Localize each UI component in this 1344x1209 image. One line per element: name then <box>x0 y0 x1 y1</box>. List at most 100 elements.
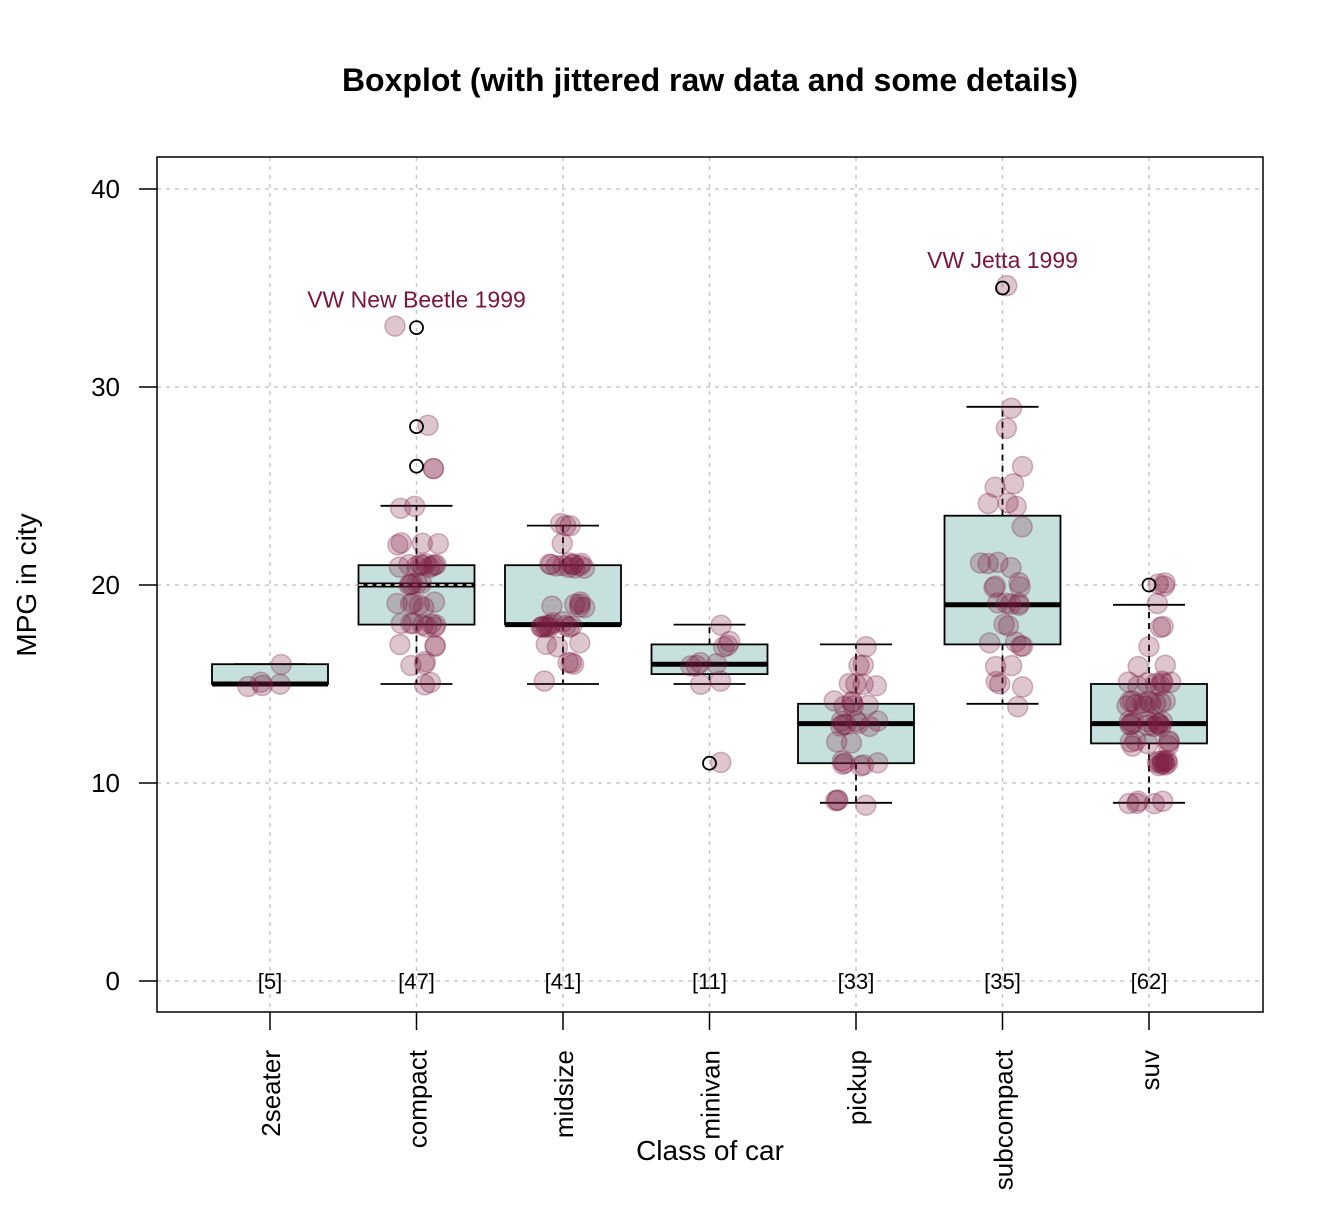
annotations: VW New Beetle 1999 VW Jetta 1999 <box>307 247 1078 313</box>
box <box>1090 683 1208 745</box>
data-point <box>1153 575 1175 597</box>
data-point <box>823 690 845 712</box>
data-point <box>402 612 425 635</box>
data-point <box>408 594 430 616</box>
data-point <box>989 673 1011 695</box>
data-point <box>533 670 556 692</box>
count-labels: [5] [47] [41] [11] [33] [35] [62] <box>258 969 1168 994</box>
data-point <box>984 575 1007 597</box>
data-point <box>1156 749 1178 772</box>
data-point <box>712 636 735 658</box>
count-label: [33] <box>838 969 875 994</box>
data-point <box>560 651 583 674</box>
data-point <box>402 592 424 614</box>
data-point <box>1148 754 1170 777</box>
data-point <box>849 755 872 777</box>
data-point <box>689 673 712 696</box>
data-point <box>689 651 712 674</box>
y-tick-label: 20 <box>91 570 120 600</box>
data-point <box>1011 635 1034 657</box>
data-point <box>1127 655 1149 678</box>
outlier-point <box>1141 577 1157 593</box>
data-point <box>1118 710 1141 732</box>
data-point <box>237 675 259 698</box>
data-point <box>539 614 561 636</box>
data-point <box>536 614 558 637</box>
data-point <box>1149 674 1171 697</box>
data-point <box>1008 592 1030 615</box>
outliers <box>409 280 1157 771</box>
data-point <box>417 414 439 437</box>
count-label: [62] <box>1131 969 1168 994</box>
data-point <box>1126 792 1148 815</box>
data-point <box>1151 753 1173 775</box>
data-point <box>1005 495 1027 518</box>
outlier-point <box>702 755 717 771</box>
data-point <box>538 553 561 575</box>
data-point <box>838 672 861 695</box>
data-point <box>1152 672 1174 694</box>
data-point <box>1144 692 1167 715</box>
data-point <box>826 789 849 811</box>
data-point <box>562 653 585 675</box>
data-point <box>1127 675 1149 697</box>
data-point <box>540 553 563 576</box>
data-point <box>1159 671 1182 693</box>
x-tick-label-minivan: minivan <box>696 1050 726 1140</box>
data-point <box>858 715 881 738</box>
data-point <box>1152 751 1174 774</box>
data-point <box>997 492 1019 514</box>
data-point <box>418 556 441 579</box>
data-point <box>423 554 446 576</box>
data-point <box>1125 693 1147 716</box>
data-point <box>1122 711 1144 734</box>
data-point <box>1124 729 1147 752</box>
data-point <box>969 552 992 574</box>
data-point <box>415 616 438 638</box>
data-point <box>866 751 889 774</box>
data-point <box>705 653 728 675</box>
data-point <box>1006 695 1029 718</box>
data-point <box>569 632 591 654</box>
data-point <box>269 673 291 695</box>
box <box>650 643 769 676</box>
data-point <box>424 634 446 657</box>
y-axis-label: MPG in city <box>11 513 42 656</box>
data-point <box>1008 594 1030 616</box>
data-point <box>389 633 411 656</box>
data-point <box>987 551 1009 574</box>
data-point <box>866 710 889 732</box>
data-point <box>1009 576 1031 598</box>
data-point <box>1136 672 1158 694</box>
data-point <box>421 555 444 577</box>
data-point <box>1151 710 1174 733</box>
data-point <box>1158 731 1180 753</box>
data-point <box>835 713 857 736</box>
data-point <box>414 650 436 673</box>
data-point <box>424 614 447 636</box>
data-point <box>710 751 732 774</box>
data-point <box>1119 714 1141 736</box>
data-point <box>531 616 553 638</box>
data-point <box>557 651 579 674</box>
data-point <box>1000 654 1023 677</box>
data-point <box>400 612 422 635</box>
data-point <box>855 794 877 816</box>
data-point <box>1136 714 1159 737</box>
data-point <box>569 591 592 613</box>
data-point <box>559 514 581 537</box>
data-point <box>1151 750 1174 772</box>
data-point <box>546 636 569 658</box>
data-point <box>399 573 422 596</box>
data-point <box>852 754 875 776</box>
y-tick-label: 0 <box>106 966 120 996</box>
data-point <box>1146 592 1169 615</box>
data-point <box>993 613 1015 636</box>
outlier-point <box>409 419 424 435</box>
data-point <box>570 552 593 575</box>
y-tick-label: 10 <box>91 768 120 798</box>
data-point <box>1011 676 1034 698</box>
data-point <box>389 497 412 520</box>
x-tick-label-pickup: pickup <box>842 1050 872 1125</box>
data-point <box>535 616 557 638</box>
